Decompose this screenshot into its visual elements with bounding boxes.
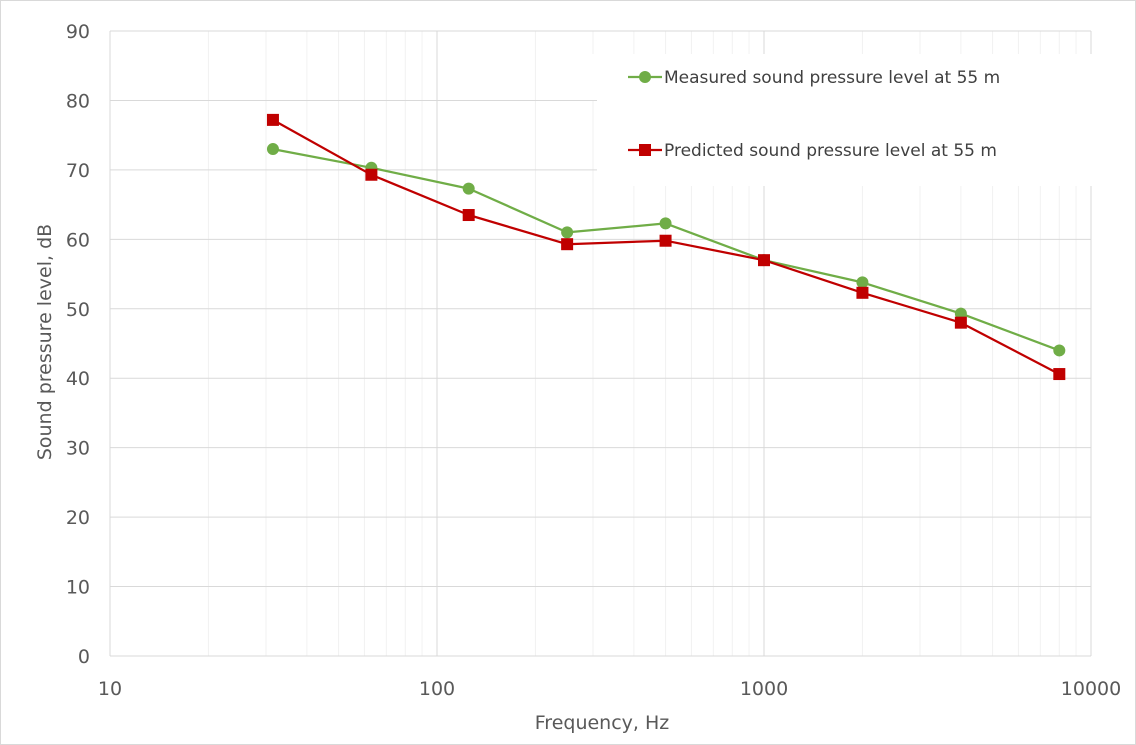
measured-data-point <box>561 226 574 239</box>
predicted-legend-label: Predicted sound pressure level at 55 m <box>664 141 997 161</box>
y-tick-label: 10 <box>66 577 90 599</box>
predicted-data-point <box>1053 368 1066 381</box>
y-tick-label: 50 <box>66 299 90 321</box>
predicted-data-point <box>561 238 574 251</box>
measured-data-point <box>659 217 672 230</box>
x-tick-label: 10 <box>98 678 122 700</box>
x-tick-label: 100 <box>419 678 455 700</box>
x-axis-title: Frequency, Hz <box>535 712 670 734</box>
predicted-data-point <box>659 234 672 247</box>
x-tick-label: 1000 <box>740 678 788 700</box>
measured-data-point <box>856 276 869 289</box>
measured-data-point <box>1053 344 1066 357</box>
predicted-data-point <box>365 168 378 181</box>
predicted-data-point <box>758 254 770 267</box>
y-tick-label: 60 <box>66 229 90 251</box>
y-axis-title: Sound pressure level, dB <box>34 224 56 460</box>
x-tick-label: 10000 <box>1061 678 1121 700</box>
measured-legend-label: Measured sound pressure level at 55 m <box>664 68 1000 88</box>
measured-data-point <box>462 182 475 195</box>
predicted-data-point <box>856 286 869 299</box>
y-tick-label: 30 <box>66 438 90 460</box>
series-layer <box>266 113 1066 381</box>
measured-data-point <box>954 307 967 320</box>
y-tick-label: 40 <box>66 368 90 390</box>
predicted-data-point <box>954 316 967 329</box>
predicted-legend-marker <box>639 144 651 156</box>
predicted-data-point <box>462 209 475 222</box>
y-tick-label: 0 <box>78 646 90 668</box>
y-axis-tick-labels: 0 10 20 30 40 50 60 70 80 90 <box>66 21 90 668</box>
y-tick-label: 70 <box>66 160 90 182</box>
measured-data-point <box>266 143 279 156</box>
predicted-data-point <box>266 113 279 126</box>
measured-legend-marker <box>639 71 651 83</box>
y-tick-label: 90 <box>66 21 90 43</box>
legend: Measured sound pressure level at 55 m Pre… <box>550 54 1092 186</box>
x-axis-tick-labels: 10 100 1000 10000 <box>98 678 1121 700</box>
y-tick-label: 80 <box>66 90 90 112</box>
y-tick-label: 20 <box>66 507 90 529</box>
legend-background <box>597 100 1092 186</box>
